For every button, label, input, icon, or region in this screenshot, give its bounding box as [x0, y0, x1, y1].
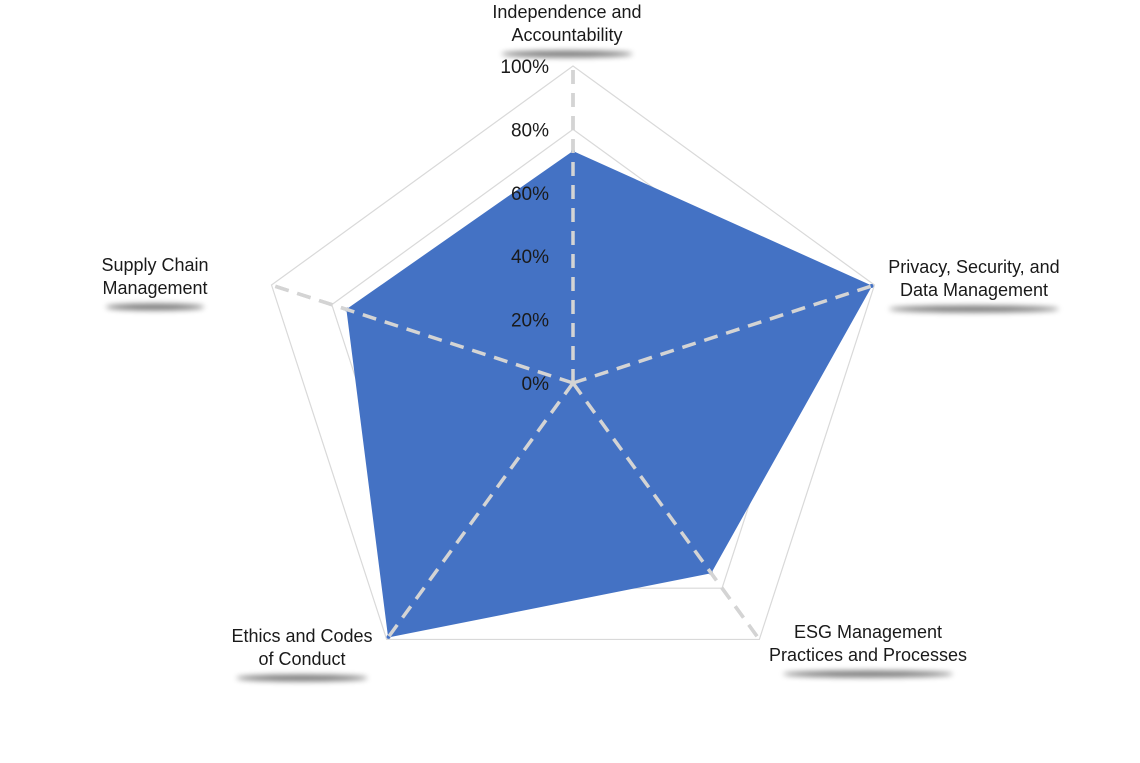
category-label-text-3: Ethics and Codes of Conduct [231, 626, 372, 669]
label-shadow-4 [105, 303, 205, 311]
tick-label-100: 100% [500, 57, 549, 78]
radial-tick-labels: 0% 20% 40% 60% 80% 100% [500, 57, 549, 395]
spoke-overlay-4 [270, 283, 574, 385]
radar-series-layer [344, 149, 874, 639]
tick-label-20: 20% [511, 311, 549, 332]
category-labels: Independence and Accountability Privacy, S… [101, 2, 1060, 682]
label-shadow-1 [889, 305, 1059, 313]
category-label-0: Independence and Accountability [492, 2, 642, 58]
label-shadow-0 [501, 50, 633, 58]
category-label-2: ESG Management Practices and Processes [769, 622, 967, 678]
category-label-1: Privacy, Security, and Data Management [888, 257, 1060, 313]
category-label-text-4: Supply Chain Management [101, 255, 208, 298]
category-label-text-0: Independence and Accountability [492, 2, 641, 45]
grid-ring-100 [270, 65, 876, 641]
tick-label-40: 40% [511, 247, 549, 268]
spoke-overlay-3 [385, 381, 575, 641]
category-label-4: Supply Chain Management [101, 255, 209, 311]
radar-spoke-overlay [270, 66, 876, 641]
tick-label-0: 0% [522, 374, 550, 395]
category-label-3: Ethics and Codes of Conduct [231, 626, 373, 682]
tick-label-80: 80% [511, 120, 549, 141]
label-shadow-3 [236, 674, 368, 682]
category-label-text-2: ESG Management Practices and Processes [769, 622, 967, 665]
spoke-overlay-2 [571, 381, 761, 641]
tick-label-60: 60% [511, 184, 549, 205]
series-area-0 [346, 151, 873, 638]
spoke-overlay-1 [572, 283, 876, 385]
category-label-text-1: Privacy, Security, and Data Management [888, 257, 1059, 300]
label-shadow-2 [783, 670, 953, 678]
